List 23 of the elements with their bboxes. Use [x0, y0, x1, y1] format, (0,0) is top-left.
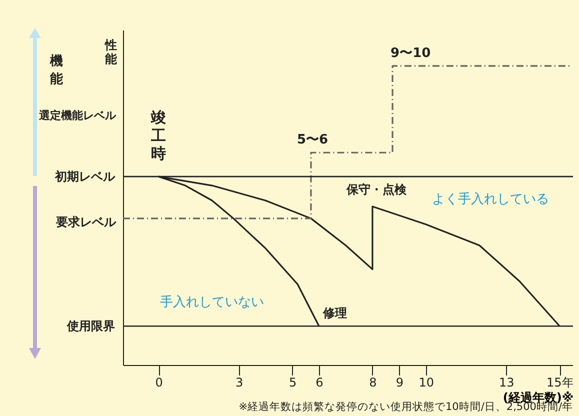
x-tick-label: 8	[369, 376, 377, 390]
annotation: よく手入れしている	[432, 191, 549, 208]
y-axis-title: 性能	[104, 38, 118, 66]
x-tick-label: 0	[155, 376, 163, 390]
x-tick-label: 3	[235, 376, 244, 390]
annotation: 5〜6	[296, 132, 328, 148]
annotation: 9〜10	[390, 46, 431, 61]
x-tick-label: 13	[499, 376, 514, 390]
text: 要求レベル	[56, 214, 116, 231]
x-tick-label: 9	[396, 376, 404, 390]
text: 選定機能レベル	[39, 108, 116, 123]
x-tick-label: 15年	[546, 376, 574, 390]
x-tick-label: 5	[288, 376, 297, 390]
text: 機能	[50, 53, 63, 88]
annotation: 保守・点検	[345, 182, 408, 196]
ref-line-label: 使用限界	[66, 319, 115, 334]
annotation: 修理	[322, 306, 347, 320]
annotation: 竣工時	[150, 108, 168, 163]
x-tick-label: 10	[418, 376, 434, 390]
annotation: 手入れしていない	[160, 294, 264, 311]
x-axis-title: (経過年数)※	[502, 390, 574, 404]
x-tick-label: 6	[316, 376, 324, 390]
ref-line-label: 初期レベル	[54, 170, 116, 184]
